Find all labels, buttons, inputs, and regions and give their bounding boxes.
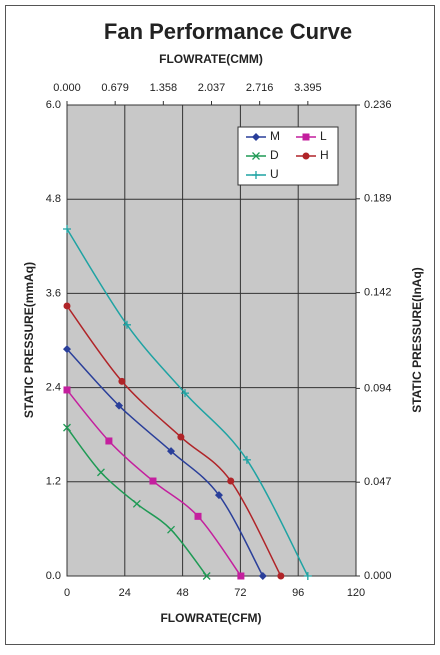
legend-label: M xyxy=(270,129,280,143)
marker xyxy=(277,572,285,580)
x-tick-label: 24 xyxy=(119,587,131,599)
marker xyxy=(227,477,235,485)
marker xyxy=(63,302,71,310)
x2-tick-label: 1.358 xyxy=(150,82,178,94)
marker xyxy=(242,455,251,464)
marker xyxy=(63,345,71,354)
marker xyxy=(237,572,245,580)
legend-label: H xyxy=(320,148,329,162)
marker xyxy=(132,499,141,508)
marker xyxy=(181,389,190,398)
x-tick-label: 120 xyxy=(347,587,365,599)
x2-tick-label: 2.716 xyxy=(246,82,274,94)
marker xyxy=(149,477,157,485)
marker xyxy=(63,423,71,432)
marker xyxy=(252,171,260,179)
y-tick-label: 2.4 xyxy=(46,382,61,394)
y2-tick-label: 0.047 xyxy=(364,476,392,488)
marker xyxy=(302,152,310,160)
marker xyxy=(177,433,185,441)
y-tick-label: 6.0 xyxy=(46,99,61,111)
marker xyxy=(252,152,260,160)
marker xyxy=(302,133,310,141)
x2-tick-label: 2.037 xyxy=(198,82,226,94)
x-tick-label: 96 xyxy=(292,587,304,599)
marker xyxy=(115,401,124,410)
marker xyxy=(303,572,312,580)
legend-label: D xyxy=(270,148,279,162)
y2-tick-label: 0.236 xyxy=(364,99,392,111)
y-tick-label: 3.6 xyxy=(46,287,61,299)
marker xyxy=(167,447,176,456)
marker xyxy=(63,386,71,394)
y2-axis-label: STATIC PRESSURE(InAq) xyxy=(410,267,424,413)
x-tick-label: 72 xyxy=(234,587,246,599)
y2-tick-label: 0.142 xyxy=(364,287,392,299)
x2-axis-label: FLOWRATE(CMM) xyxy=(159,52,263,66)
marker xyxy=(118,377,126,385)
y-tick-label: 4.8 xyxy=(46,193,61,205)
x-tick-label: 0 xyxy=(64,587,70,599)
y-axis-label: STATIC PRESSURE(mmAq) xyxy=(22,262,36,418)
x2-tick-label: 0.000 xyxy=(53,82,81,94)
y2-tick-label: 0.000 xyxy=(364,570,392,582)
x2-tick-label: 3.395 xyxy=(294,82,322,94)
y-tick-label: 0.0 xyxy=(46,570,61,582)
plot-border xyxy=(66,104,357,577)
marker xyxy=(167,525,175,534)
legend-label: L xyxy=(320,129,327,143)
marker xyxy=(214,491,223,500)
chart-title: Fan Performance Curve xyxy=(104,19,352,44)
marker xyxy=(202,572,211,580)
marker xyxy=(194,512,202,520)
marker xyxy=(258,572,267,580)
y-tick-label: 1.2 xyxy=(46,476,61,488)
legend-label: U xyxy=(270,167,279,181)
y2-tick-label: 0.189 xyxy=(364,193,392,205)
marker xyxy=(105,437,113,445)
x-axis-label: FLOWRATE(CFM) xyxy=(160,611,261,625)
x-tick-label: 48 xyxy=(176,587,188,599)
y2-tick-label: 0.094 xyxy=(364,382,392,394)
marker xyxy=(122,320,131,329)
marker xyxy=(252,133,260,141)
marker xyxy=(63,225,71,234)
marker xyxy=(96,468,105,477)
x2-tick-label: 0.679 xyxy=(101,82,129,94)
